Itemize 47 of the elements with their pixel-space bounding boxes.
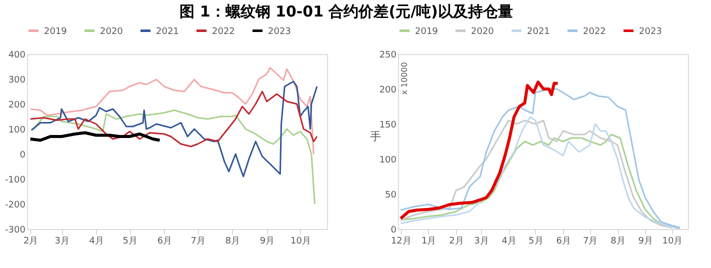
y-tick-label: 100 (379, 156, 397, 166)
y-tick-label: -300 (5, 226, 26, 236)
legend-label: 2023 (639, 26, 662, 37)
x-tick-label: 10月 (290, 236, 311, 246)
y-tick-label: 250 (379, 50, 397, 60)
x-tick-label: 10月 (662, 236, 683, 246)
y-tick-label: -100 (5, 176, 26, 186)
x-tick-label: 3月 (54, 236, 70, 246)
x-tick-label: 2月 (23, 236, 38, 246)
y-tick-label: 200 (8, 100, 26, 110)
y-tick-label: 100 (8, 126, 26, 136)
x-tick-label: 8月 (610, 236, 626, 246)
legend-label: 2023 (268, 26, 291, 37)
y-tick-label: 0 (390, 226, 397, 236)
y-axis-title: 手 (370, 130, 381, 143)
y-tick-label: 0 (20, 150, 26, 160)
y-tick-label: 200 (379, 86, 397, 96)
legend-label: 2020 (100, 26, 124, 37)
x-tick-label: 4月 (89, 236, 104, 246)
chart-title: 图 1：螺纹钢 10-01 合约价差(元/吨)以及持仓量 (180, 2, 513, 20)
x-tick-label: 1月 (421, 236, 436, 246)
y-tick-label: 300 (8, 76, 26, 86)
x-tick-label: 9月 (260, 236, 275, 246)
y-tick-label: -200 (5, 200, 26, 210)
x-tick-label: 2月 (449, 236, 464, 246)
x-tick-label: 6月 (556, 236, 571, 246)
legend-label: 2020 (471, 26, 494, 37)
legend-label: 2022 (583, 26, 606, 37)
legend-label: 2022 (212, 26, 235, 37)
y-tick-label: 150 (379, 120, 397, 130)
x-tick-label: 9月 (638, 236, 654, 246)
x-tick-label: 12月 (390, 236, 412, 246)
annotation: x 10000 (400, 62, 409, 95)
x-tick-label: 5月 (122, 236, 138, 246)
x-tick-label: 5月 (528, 236, 544, 246)
y-tick-label: 50 (385, 190, 397, 200)
legend-label: 2019 (415, 26, 438, 37)
x-tick-label: 7月 (190, 236, 206, 246)
x-tick-label: 3月 (474, 236, 489, 246)
x-tick-label: 7月 (582, 236, 598, 246)
x-tick-label: 4月 (502, 236, 517, 246)
x-tick-label: 6月 (157, 236, 172, 246)
legend-label: 2021 (527, 26, 550, 37)
y-tick-label: 400 (8, 50, 26, 60)
x-tick-label: 8月 (225, 236, 240, 246)
legend-label: 2019 (44, 26, 68, 37)
legend-label: 2021 (156, 26, 179, 37)
